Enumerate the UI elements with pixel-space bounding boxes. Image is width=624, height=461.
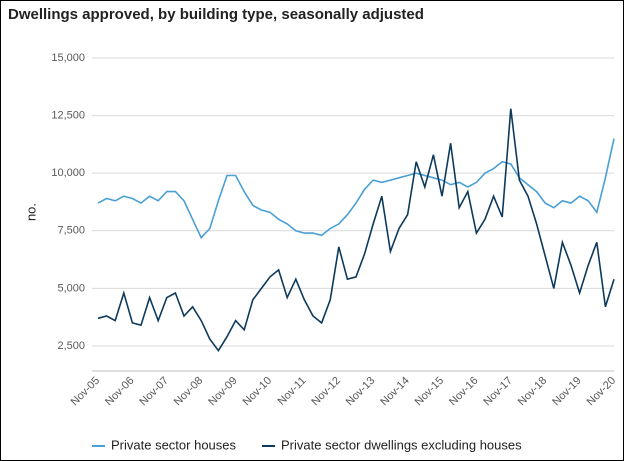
legend-label: Private sector dwellings excluding house… (281, 437, 522, 452)
series-line (97, 138, 615, 240)
y-tick-label: 2,500 (57, 340, 85, 352)
y-tick-label: 12,500 (51, 109, 85, 121)
y-tick-label: 5,000 (57, 282, 85, 294)
chart-title: Dwellings approved, by building type, se… (8, 6, 424, 23)
series-line (97, 108, 615, 353)
legend-label: Private sector houses (111, 437, 237, 452)
y-tick-label: 10,000 (51, 167, 85, 179)
y-tick-label: 7,500 (57, 225, 85, 237)
y-axis-label: no. (23, 203, 38, 221)
y-tick-label: 15,000 (51, 52, 85, 64)
